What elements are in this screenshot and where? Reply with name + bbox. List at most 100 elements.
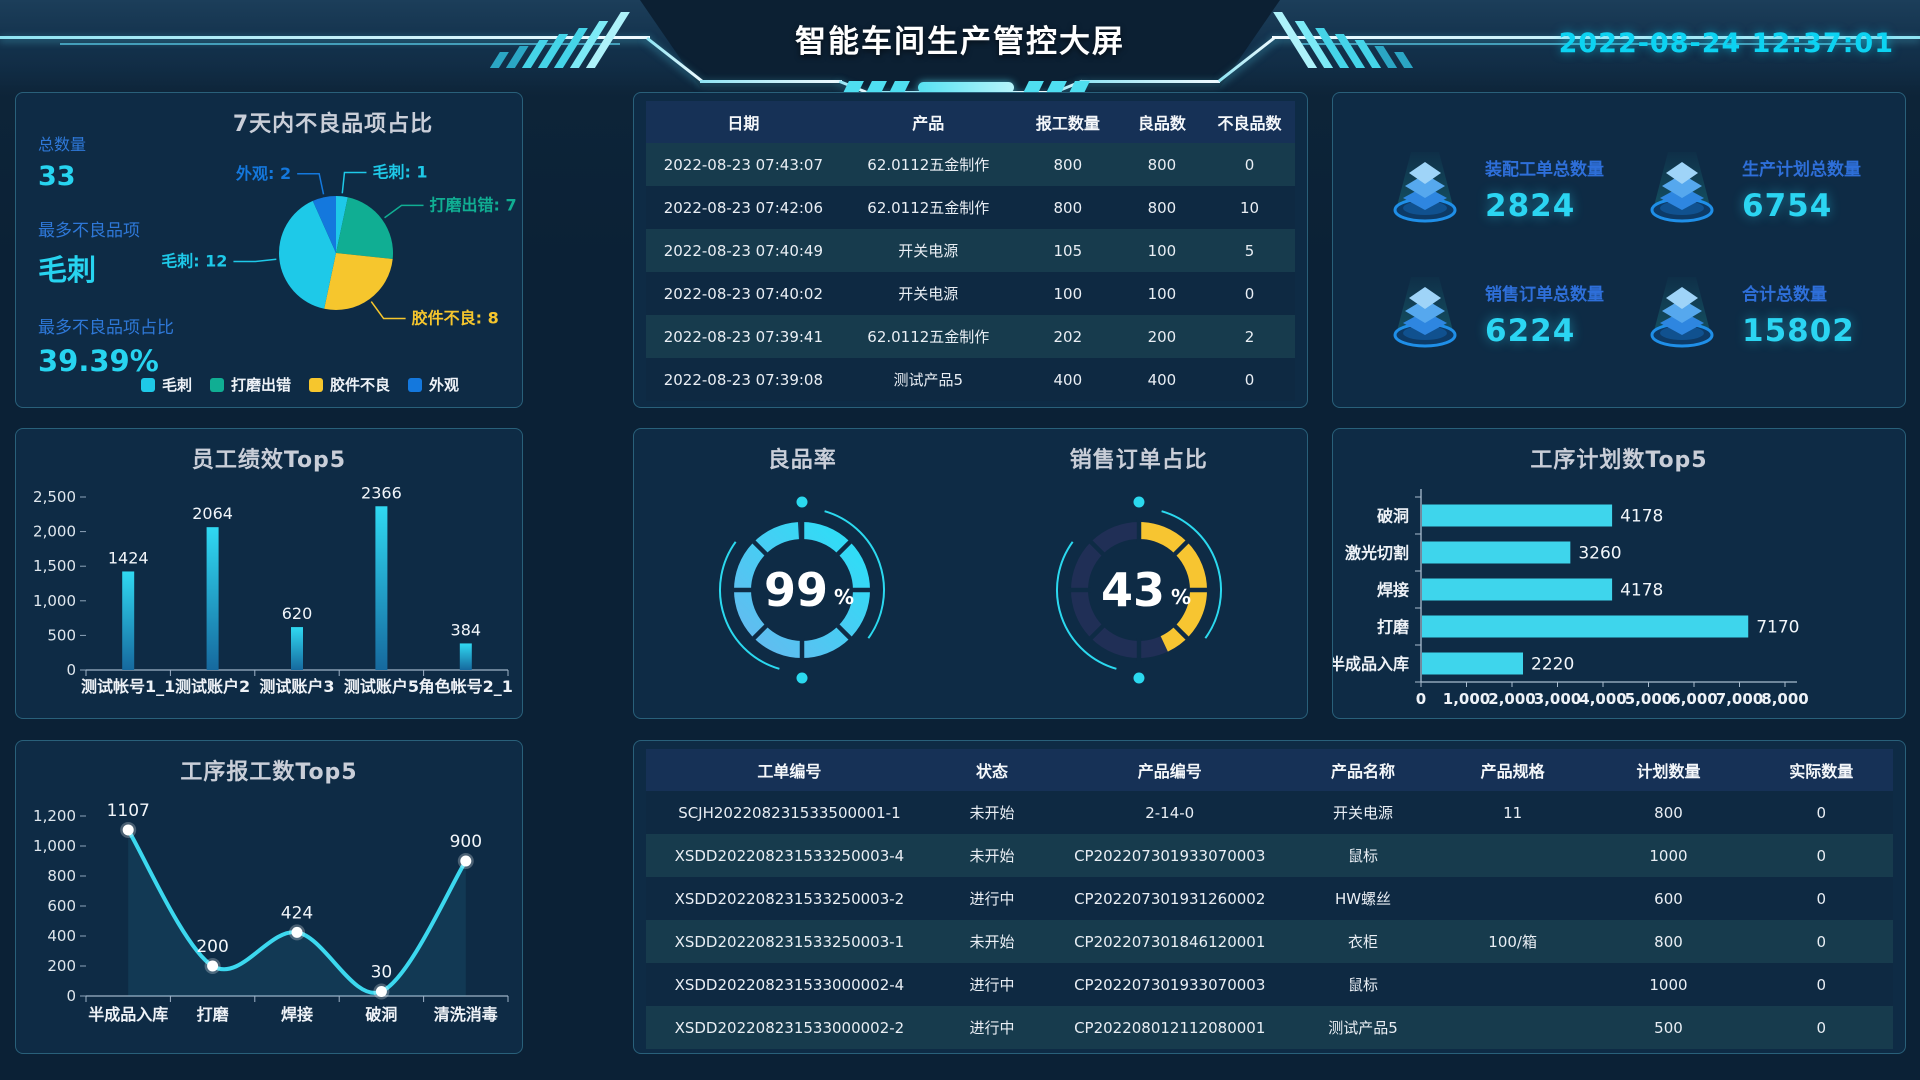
svg-text:99: 99 xyxy=(764,563,828,617)
svg-text:打磨: 打磨 xyxy=(197,1005,229,1024)
sales-gauge-chart: 43% xyxy=(989,474,1289,706)
stat-card-value: 6754 xyxy=(1742,188,1833,224)
layers-icon xyxy=(1638,271,1726,359)
yield-gauge-title: 良品率 xyxy=(767,448,837,473)
cell: XSDD202208231533250003-4 xyxy=(646,834,933,877)
legend-item: 打磨出错 xyxy=(210,374,291,395)
cell: 2022-08-23 07:39:41 xyxy=(646,315,841,358)
svg-text:1424: 1424 xyxy=(108,548,149,567)
svg-text:测试账户3: 测试账户3 xyxy=(259,677,334,696)
cell: 0 xyxy=(1204,272,1295,315)
yield-gauge-chart: 99% xyxy=(652,474,952,706)
cell: 800 xyxy=(1015,143,1120,186)
svg-text:7,000: 7,000 xyxy=(1716,690,1763,708)
cell: CP202208012112080001 xyxy=(1051,1006,1289,1049)
cell: 800 xyxy=(1119,186,1205,229)
cell: 测试产品5 xyxy=(840,358,1016,401)
cell: 62.0112五金制作 xyxy=(840,315,1016,358)
cell: 测试产品5 xyxy=(1288,1006,1438,1049)
cell: 进行中 xyxy=(932,963,1052,1006)
cell: 62.0112五金制作 xyxy=(840,143,1016,186)
stat-card-value: 15802 xyxy=(1742,313,1855,349)
stat-value: 39.39% xyxy=(38,344,159,378)
cell: 800 xyxy=(1587,920,1750,963)
order-table-body: SCJH202208231533500001-1 未开始 2-14-0 开关电源 11 8… xyxy=(646,791,1893,1049)
header-slashes-right xyxy=(1272,10,1414,68)
sales-gauge-block: 销售订单占比 43% xyxy=(971,429,1308,718)
stat-value: 33 xyxy=(38,161,76,192)
svg-text:1,500: 1,500 xyxy=(33,557,76,575)
svg-text:2,000: 2,000 xyxy=(1488,690,1535,708)
cell: XSDD202208231533250003-2 xyxy=(646,877,933,920)
column-header: 状态 xyxy=(932,749,1052,791)
column-header: 实际数量 xyxy=(1749,749,1893,791)
column-header: 产品编号 xyxy=(1051,749,1289,791)
defect-pie-legend: 毛刺 打磨出错 胶件不良 外观 xyxy=(141,374,459,395)
table-row: XSDD202208231533000002-4 进行中 CP20220730193… xyxy=(646,963,1893,1006)
svg-text:毛刺: 12: 毛刺: 12 xyxy=(161,251,227,270)
legend-item: 外观 xyxy=(408,374,459,395)
cell: 1000 xyxy=(1587,963,1750,1006)
cell: 2022-08-23 07:43:07 xyxy=(646,143,841,186)
svg-text:胶件不良: 8: 胶件不良: 8 xyxy=(412,309,499,328)
cell: 100 xyxy=(1119,229,1205,272)
header-row: 日期 产品 报工数量 良品数 不良品数 xyxy=(646,101,1295,143)
svg-text:200: 200 xyxy=(196,937,228,957)
cell: 开关电源 xyxy=(840,272,1016,315)
cell xyxy=(1437,877,1588,920)
layers-icon xyxy=(1381,271,1469,359)
totals-panel: 装配工单总数量 2824 生产计划总数量 6754 销售订单总数量 6224 合计总数… xyxy=(1332,92,1906,408)
cell xyxy=(1437,963,1588,1006)
table-row: XSDD202208231533000002-2 进行中 CP20220801211… xyxy=(646,1006,1893,1049)
svg-text:1107: 1107 xyxy=(107,801,150,821)
header-line-left-accent xyxy=(60,43,620,45)
column-header: 产品规格 xyxy=(1437,749,1588,791)
column-header: 日期 xyxy=(646,101,841,143)
cell: 0 xyxy=(1749,834,1893,877)
table-row: 2022-08-23 07:40:02 开关电源 100 100 0 xyxy=(646,272,1295,315)
employee-bar-title: 员工绩效Top5 xyxy=(191,448,347,473)
svg-text:4178: 4178 xyxy=(1620,507,1663,527)
cell: CP202207301931260002 xyxy=(1051,877,1289,920)
svg-text:焊接: 焊接 xyxy=(1377,581,1409,600)
table-row: SCJH202208231533500001-1 未开始 2-14-0 开关电源 11 8… xyxy=(646,791,1893,834)
svg-text:1,000: 1,000 xyxy=(33,592,76,610)
cell: 0 xyxy=(1204,358,1295,401)
cell: XSDD202208231533250003-1 xyxy=(646,920,933,963)
cell: 未开始 xyxy=(932,920,1052,963)
cell: 0 xyxy=(1749,920,1893,963)
svg-text:8,000: 8,000 xyxy=(1761,690,1808,708)
defect-stat: 最多不良品项占比 39.39% xyxy=(38,313,174,378)
column-header: 良品数 xyxy=(1119,101,1205,143)
svg-text:2,500: 2,500 xyxy=(33,488,76,506)
stat-card-value: 2824 xyxy=(1485,188,1576,224)
stat-card: 装配工单总数量 2824 xyxy=(1381,127,1638,252)
stat-card: 销售订单总数量 6224 xyxy=(1381,252,1638,377)
legend-swatch xyxy=(408,377,423,392)
column-header: 报工数量 xyxy=(1015,101,1120,143)
defect-pie-chart: 毛刺: 1 打磨出错: 7 胶件不良: 8 毛刺: 12 外观: 2 xyxy=(16,93,522,407)
header-line-right xyxy=(1272,36,1920,39)
table-row: 2022-08-23 07:39:41 62.0112五金制作 202 200 2 xyxy=(646,315,1295,358)
svg-text:30: 30 xyxy=(371,963,393,983)
employee-bar-chart: 0 500 1,000 1,500 2,000 2,500 1424 测试帐号1_1 2064 测… xyxy=(16,475,522,718)
cell: CP202207301933070003 xyxy=(1051,834,1289,877)
svg-text:半成品入库: 半成品入库 xyxy=(1333,655,1409,674)
svg-text:2220: 2220 xyxy=(1531,655,1574,675)
svg-text:6,000: 6,000 xyxy=(1670,690,1717,708)
cell: 600 xyxy=(1587,877,1750,920)
svg-text:测试账户5: 测试账户5 xyxy=(344,677,419,696)
svg-text:%: % xyxy=(834,585,854,609)
table-row: XSDD202208231533250003-1 未开始 CP20220730184… xyxy=(646,920,1893,963)
cell: 800 xyxy=(1015,186,1120,229)
svg-text:激光切割: 激光切割 xyxy=(1345,544,1409,563)
yield-gauge-block: 良品率 99% xyxy=(634,429,971,718)
column-header: 工单编号 xyxy=(646,749,933,791)
svg-text:测试帐号1_1: 测试帐号1_1 xyxy=(81,677,175,696)
cell: 2022-08-23 07:40:02 xyxy=(646,272,841,315)
svg-text:破洞: 破洞 xyxy=(365,1005,397,1024)
svg-text:清洗消毒: 清洗消毒 xyxy=(434,1005,498,1024)
cell: 200 xyxy=(1119,315,1205,358)
cell: HW螺丝 xyxy=(1288,877,1438,920)
order-table: 工单编号 状态 产品编号 产品名称 产品规格 计划数量 实际数量 SCJH202208231… xyxy=(646,749,1893,1049)
